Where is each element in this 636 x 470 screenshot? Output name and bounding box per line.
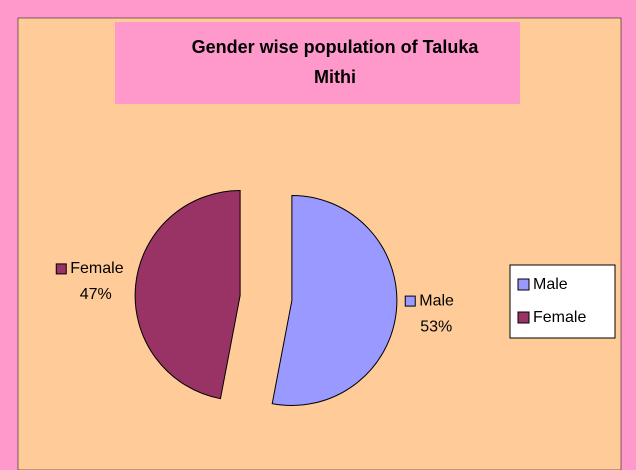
legend-label: Male [533, 276, 568, 293]
chart-title: Mithi [314, 67, 356, 87]
pie-slice [134, 190, 241, 400]
legend [509, 264, 616, 339]
title-box [115, 22, 520, 104]
legend-label: Female [533, 309, 586, 326]
data-label-value: 47% [80, 286, 112, 303]
chart-title: Gender wise population of Taluka [192, 37, 480, 57]
data-label-value: 53% [420, 318, 452, 335]
legend-key [517, 278, 530, 291]
data-label-name: Male [419, 292, 454, 309]
label-key [404, 295, 416, 307]
data-label-name: Female [70, 260, 123, 277]
label-key [55, 263, 67, 275]
pie-slice [271, 194, 398, 406]
legend-key [517, 311, 530, 324]
